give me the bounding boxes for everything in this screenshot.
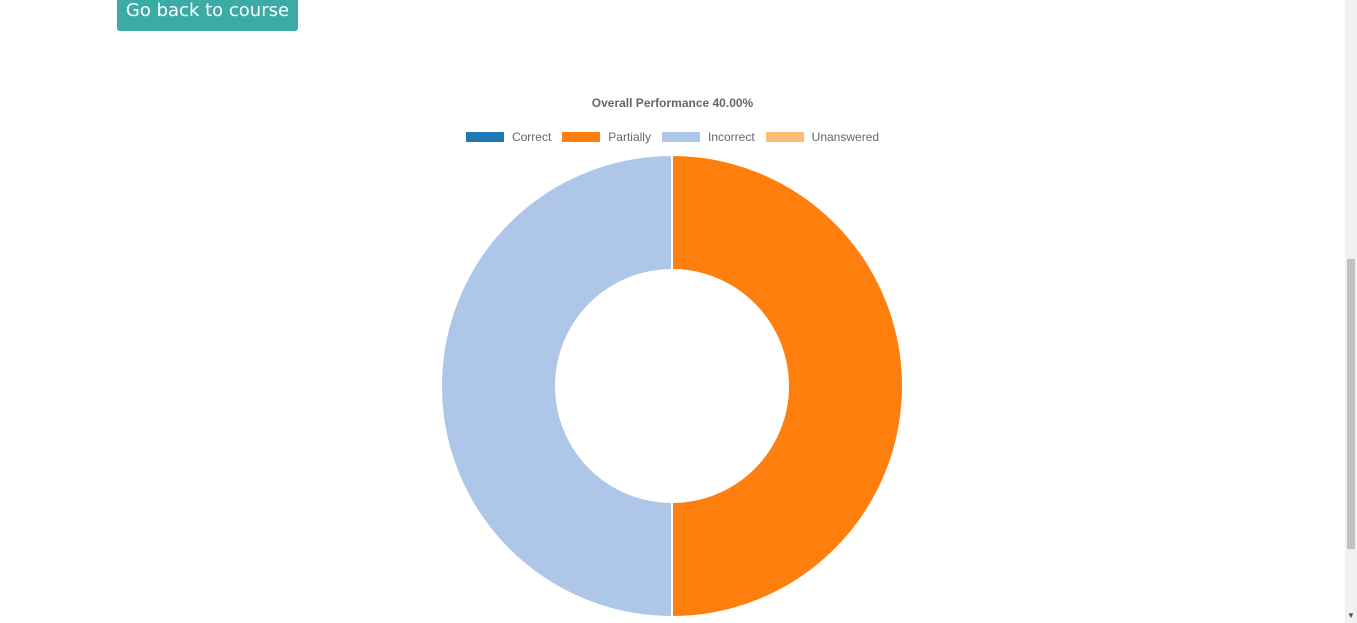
legend-swatch-incorrect: [661, 131, 700, 142]
legend-item-unanswered[interactable]: Unanswered: [765, 129, 880, 144]
legend-label-correct: Correct: [511, 129, 552, 144]
legend-item-partially[interactable]: Partially: [562, 129, 651, 144]
donut-slice-incorrect[interactable]: [440, 153, 673, 619]
legend-label-incorrect: Incorrect: [707, 129, 755, 144]
legend-swatch-correct: [465, 131, 504, 142]
legend-swatch-unanswered: [765, 131, 804, 142]
legend-item-correct[interactable]: Correct: [465, 129, 552, 144]
go-back-to-course-button[interactable]: Go back to course: [117, 0, 298, 31]
scroll-down-arrow-icon[interactable]: ▼: [1347, 611, 1355, 620]
legend-swatch-partially: [562, 131, 601, 142]
chart-legend: Correct Partially Incorrect Unanswered: [0, 129, 1345, 144]
chart-title: Overall Performance 40.00%: [591, 96, 754, 110]
donut-slice-partially[interactable]: [671, 153, 904, 619]
legend-label-partially: Partially: [608, 129, 651, 144]
scrollbar-thumb[interactable]: [1347, 259, 1355, 549]
legend-item-incorrect[interactable]: Incorrect: [661, 129, 755, 144]
legend-label-unanswered: Unanswered: [811, 129, 880, 144]
vertical-scrollbar[interactable]: ▼: [1345, 0, 1357, 623]
